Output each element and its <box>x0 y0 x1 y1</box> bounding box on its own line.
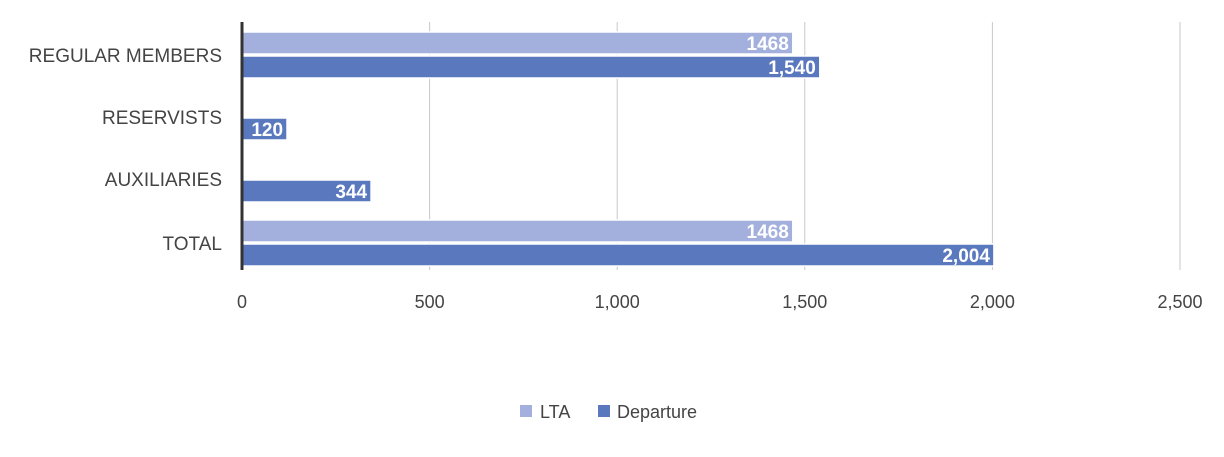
category-label: AUXILIARIES <box>105 170 222 191</box>
legend-swatch-lta <box>520 405 532 417</box>
data-label: 120 <box>251 120 283 141</box>
data-label: 344 <box>335 182 367 203</box>
bar-layer <box>241 31 995 267</box>
data-label: 2,004 <box>942 246 990 267</box>
legend-swatch-departure <box>598 405 610 417</box>
data-label: 1468 <box>747 222 789 243</box>
x-tick-label: 2,000 <box>970 292 1015 312</box>
data-label: 1,540 <box>768 58 816 79</box>
bar-lta-0 <box>241 31 794 55</box>
x-tick-label: 1,000 <box>595 292 640 312</box>
x-tick-label: 0 <box>237 292 247 312</box>
bar-departure-0 <box>241 55 821 79</box>
category-label: RESERVISTS <box>102 108 222 129</box>
bar-departure-3 <box>241 243 995 267</box>
label-layer: 1468 1,540 120 344 1468 2,004 <box>251 34 990 267</box>
category-label: TOTAL <box>163 234 222 255</box>
category-label: REGULAR MEMBERS <box>29 46 222 67</box>
x-tick-label: 500 <box>415 292 445 312</box>
legend: LTA Departure <box>520 402 697 422</box>
bar-lta-3 <box>241 219 794 243</box>
legend-label-departure: Departure <box>617 402 697 422</box>
x-tick-label: 1,500 <box>782 292 827 312</box>
x-tick-label: 2,500 <box>1157 292 1202 312</box>
data-label: 1468 <box>747 34 789 55</box>
legend-label-lta: LTA <box>540 402 570 422</box>
axis-layer: 0 500 1,000 1,500 2,000 2,500 REGULAR MEMBERS R… <box>29 22 1203 312</box>
